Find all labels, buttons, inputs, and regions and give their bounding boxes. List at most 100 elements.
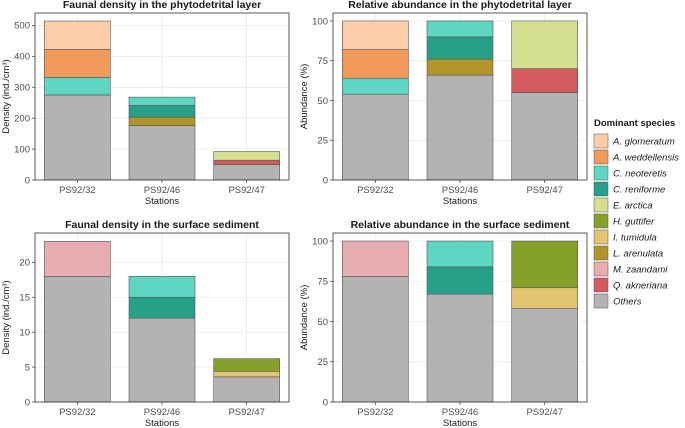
bar-segment (128, 116, 196, 126)
legend-swatch (593, 133, 609, 149)
legend-swatch (593, 229, 609, 245)
x-tick-label: PS92/47 (228, 407, 264, 418)
bar-segment (128, 125, 196, 181)
y-tick-label: 500 (14, 21, 30, 32)
x-tick-label: PS92/47 (228, 185, 264, 196)
x-tick-label: PS92/46 (144, 185, 180, 196)
y-tick-label: 300 (14, 83, 30, 94)
bar-segment (44, 241, 111, 277)
y-tick-label: 10 (19, 327, 30, 338)
legend-label: I. tumidula (613, 233, 657, 244)
x-tick-label: PS92/46 (442, 407, 478, 418)
bar-segment (426, 58, 494, 76)
bar-segment (44, 77, 111, 96)
legend-swatch (593, 181, 609, 197)
bar-segment (511, 240, 578, 289)
bar-segment (342, 20, 409, 50)
bar-segment (213, 159, 280, 165)
y-axis-label: Abundance (%) (299, 285, 310, 350)
bar-segment (213, 376, 280, 403)
bar-segment (342, 77, 409, 95)
legend-label: A. glomeratum (612, 137, 675, 148)
chart-title: Relative abundance in the phytodetrital … (348, 0, 571, 11)
y-axis-label: Density (ind./cm³) (1, 280, 12, 354)
bar-segment (426, 240, 494, 268)
x-tick-label: PS92/32 (357, 185, 393, 196)
legend-swatch (593, 245, 609, 261)
legend-label: L. arenulata (613, 249, 663, 260)
x-tick-label: PS92/46 (442, 185, 478, 196)
bar-segment (342, 276, 409, 403)
bar-segment (342, 49, 409, 79)
y-axis-label: Density (ind./cm³) (1, 59, 12, 133)
legend-label: E. arctica (613, 201, 653, 212)
legend-swatch (593, 165, 609, 181)
bar-segment (128, 105, 196, 118)
y-tick-label: 5 (25, 362, 30, 373)
bar-segment (426, 20, 494, 38)
chart-panel-1: Faunal density in the phytodetrital laye… (1, 0, 290, 207)
bar-segment (44, 49, 111, 78)
y-tick-label: 25 (317, 136, 328, 147)
bar-segment (128, 296, 196, 319)
chart-title: Faunal density in the surface sediment (65, 219, 259, 231)
bar-segment (511, 20, 578, 69)
legend-swatch (593, 277, 609, 293)
bar-segment (213, 358, 280, 372)
chart-panel-4: Relative abundance in the surface sedime… (299, 219, 588, 428)
y-axis-label: Abundance (%) (299, 64, 310, 129)
legend-swatch (593, 149, 609, 165)
bar-segment (44, 20, 111, 50)
y-tick-label: 0 (25, 175, 30, 186)
bar-segment (511, 92, 578, 181)
legend-label: M. zaandami (613, 265, 668, 276)
x-axis-label: Stations (145, 418, 180, 428)
legend-label: C. reniforme (613, 185, 665, 196)
bar-segment (426, 36, 494, 60)
x-tick-label: PS92/32 (59, 185, 95, 196)
x-axis-label: Stations (443, 418, 478, 428)
y-tick-label: 50 (317, 317, 328, 328)
y-tick-label: 75 (317, 277, 328, 288)
y-tick-label: 20 (19, 258, 30, 269)
y-tick-label: 25 (317, 357, 328, 368)
y-tick-label: 100 (14, 144, 30, 155)
legend-title: Dominant species (594, 118, 675, 129)
y-tick-label: 75 (317, 56, 328, 67)
bar-segment (426, 293, 494, 403)
y-tick-label: 400 (14, 52, 30, 63)
y-tick-label: 100 (312, 236, 328, 247)
legend-label: A. weddellensis (612, 153, 679, 164)
x-tick-label: PS92/32 (357, 407, 393, 418)
bar-segment (511, 308, 578, 403)
x-tick-label: PS92/47 (526, 407, 562, 418)
chart-title: Faunal density in the phytodetrital laye… (63, 0, 261, 11)
legend-swatch (593, 213, 609, 229)
bar-segment (213, 164, 280, 181)
y-tick-label: 0 (323, 397, 328, 408)
bar-segment (511, 287, 578, 309)
y-tick-label: 200 (14, 113, 30, 124)
bar-segment (342, 93, 409, 181)
bar-segment (213, 370, 280, 378)
legend-label: H. guttifer (613, 217, 655, 228)
chart-panel-2: Relative abundance in the phytodetrital … (299, 0, 588, 207)
x-tick-label: PS92/47 (526, 185, 562, 196)
bar-segment (44, 275, 111, 403)
legend-label: Others (613, 297, 642, 308)
x-tick-label: PS92/32 (59, 407, 95, 418)
bar-segment (128, 96, 196, 106)
bar-segment (426, 266, 494, 295)
legend-swatch (593, 261, 609, 277)
bar-segment (426, 74, 494, 181)
x-axis-label: Stations (145, 196, 180, 207)
y-tick-label: 15 (19, 293, 30, 304)
legend-swatch (593, 197, 609, 213)
y-tick-label: 50 (317, 96, 328, 107)
legend-swatch (593, 293, 609, 309)
x-tick-label: PS92/46 (144, 407, 180, 418)
legend: Dominant species A. glomeratum A. weddelle… (593, 118, 679, 309)
y-tick-label: 100 (312, 16, 328, 27)
chart-title: Relative abundance in the surface sedime… (351, 219, 570, 231)
